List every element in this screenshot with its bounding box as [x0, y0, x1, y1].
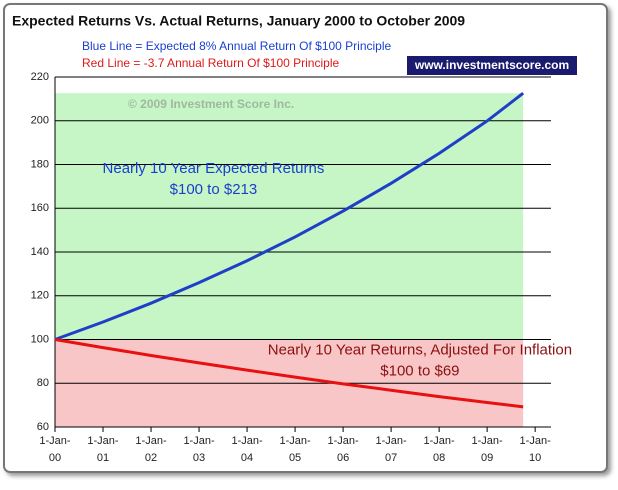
annotation: Nearly 10 Year Expected Returns — [103, 160, 325, 177]
subtitle: Blue Line = Expected 8% Annual Return Of… — [82, 39, 392, 53]
y-tick-label: 200 — [31, 115, 49, 127]
watermark: © 2009 Investment Score Inc. — [128, 97, 294, 111]
y-tick-label: 120 — [31, 290, 49, 302]
badge: www.investmentscore.com — [414, 58, 569, 72]
x-tick-label: 1-Jan-05 — [279, 435, 311, 464]
annotation: $100 to $213 — [170, 181, 258, 198]
y-tick-label: 80 — [37, 377, 49, 389]
x-tick-label: 1-Jan-00 — [39, 435, 71, 464]
y-tick-label: 140 — [31, 246, 49, 258]
annotation: $100 to $69 — [380, 362, 459, 379]
x-tick-label: 1-Jan-10 — [520, 435, 552, 464]
y-tick-label: 160 — [31, 202, 49, 214]
x-tick-label: 1-Jan-06 — [327, 435, 359, 464]
series-line — [54, 338, 524, 409]
series-line — [54, 91, 525, 341]
x-tick-label: 1-Jan-07 — [376, 435, 408, 464]
expected-band — [55, 93, 524, 340]
annotation: Nearly 10 Year Returns, Adjusted For Inf… — [268, 341, 572, 358]
badge-box — [407, 56, 577, 75]
x-tick-label: 1-Jan-04 — [231, 435, 263, 464]
x-tick-label: 1-Jan-02 — [135, 435, 167, 464]
y-tick-label: 60 — [37, 421, 49, 433]
y-tick-label: 100 — [31, 333, 49, 345]
y-tick-label: 220 — [31, 71, 49, 83]
chart-title: Expected Returns Vs. Actual Returns, Jan… — [12, 13, 465, 29]
subtitle: Red Line = -3.7 Annual Return Of $100 Pr… — [82, 56, 339, 70]
x-tick-label: 1-Jan-03 — [183, 435, 215, 464]
x-tick-label: 1-Jan-01 — [87, 435, 119, 464]
y-tick-label: 180 — [31, 158, 49, 170]
x-tick-label: 1-Jan-08 — [424, 435, 456, 464]
x-tick-label: 1-Jan-09 — [472, 435, 504, 464]
